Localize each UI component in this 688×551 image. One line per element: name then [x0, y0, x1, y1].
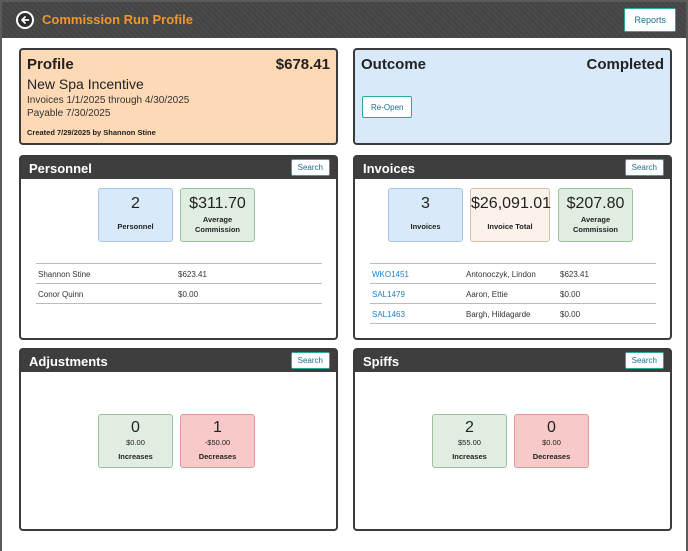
spiffs-card: Spiffs Search 2 $55.00 Increases 0 $0.00… [353, 348, 672, 531]
profile-card: Profile $678.41 New Spa Incentive Invoic… [19, 48, 338, 145]
invoices-average-value: $207.80 [566, 195, 625, 212]
spiffs-decreases-tile: 0 $0.00 Decreases [514, 414, 589, 468]
reports-button[interactable]: Reports [624, 8, 676, 32]
invoices-average-tile: $207.80 Average Commission [558, 188, 633, 242]
adjustments-increases-tile: 0 $0.00 Increases [98, 414, 173, 468]
profile-title: Profile [27, 56, 74, 73]
profile-invoices-range: Invoices 1/1/2025 through 4/30/2025 [27, 95, 190, 106]
spiffs-title: Spiffs [363, 354, 400, 369]
spiffs-increases-tile: 2 $55.00 Increases [432, 414, 507, 468]
profile-payable: Payable 7/30/2025 [27, 108, 111, 119]
invoice-id-link[interactable]: WKO1451 [372, 270, 409, 279]
adjustments-header: Adjustments Search [21, 350, 336, 372]
table-row[interactable]: Shannon Stine $623.41 [36, 264, 322, 284]
spiffs-header: Spiffs Search [355, 350, 670, 372]
back-arrow-icon[interactable] [16, 11, 34, 29]
spiffs-decreases-count: 0 [547, 419, 556, 436]
table-row[interactable]: Conor Quinn $0.00 [36, 284, 322, 304]
personnel-search-button[interactable]: Search [290, 159, 330, 176]
personnel-average-label: Average Commission [194, 215, 240, 234]
invoices-total-label: Invoice Total [487, 222, 533, 231]
invoices-total-tile: $26,091.01 Invoice Total [470, 188, 552, 242]
adjustments-search-button[interactable]: Search [290, 352, 330, 369]
personnel-count-label: Personnel [117, 222, 154, 231]
spiffs-increases-count: 2 [465, 419, 474, 436]
spiffs-decreases-label: Decreases [532, 452, 571, 461]
invoice-amount: $0.00 [560, 310, 581, 319]
personnel-average-value: $311.70 [189, 195, 246, 212]
spiffs-decreases-amount: $0.00 [542, 438, 561, 447]
profile-amount: $678.41 [275, 56, 330, 73]
personnel-average-tile: $311.70 Average Commission [180, 188, 255, 242]
spiffs-increases-amount: $55.00 [458, 438, 481, 447]
outcome-status: Completed [586, 56, 664, 73]
outcome-card: Outcome Completed Re-Open [353, 48, 672, 145]
adjustments-card: Adjustments Search 0 $0.00 Increases 1 -… [19, 348, 338, 531]
invoices-count-value: 3 [421, 195, 430, 212]
spiffs-search-button[interactable]: Search [624, 352, 664, 369]
invoice-customer: Aaron, Ettie [466, 290, 508, 299]
personnel-title: Personnel [29, 161, 92, 176]
personnel-name: Conor Quinn [38, 290, 84, 299]
invoices-card: Invoices Search 3 Invoices $26,091.01 In… [353, 155, 672, 340]
adjustments-decreases-amount: -$50.00 [204, 438, 231, 447]
invoice-id-link[interactable]: SAL1479 [372, 290, 405, 299]
adjustments-increases-label: Increases [118, 452, 153, 461]
reopen-button[interactable]: Re-Open [362, 96, 413, 118]
table-row[interactable]: WKO1451 Antonoczyk, Lindon $623.41 [370, 264, 656, 284]
adjustments-increases-count: 0 [131, 419, 140, 436]
adjustments-decreases-tile: 1 -$50.00 Decreases [180, 414, 255, 468]
invoices-header: Invoices Search [355, 157, 670, 179]
personnel-table: Shannon Stine $623.41 Conor Quinn $0.00 [36, 263, 322, 304]
spiffs-increases-label: Increases [452, 452, 487, 461]
outcome-title: Outcome [361, 56, 427, 73]
personnel-amount: $623.41 [178, 270, 207, 279]
invoices-count-tile: 3 Invoices [388, 188, 463, 242]
profile-name: New Spa Incentive [27, 76, 144, 92]
invoices-count-label: Invoices [410, 222, 441, 231]
personnel-name: Shannon Stine [38, 270, 91, 279]
invoice-amount: $623.41 [560, 270, 589, 279]
table-row[interactable]: SAL1479 Aaron, Ettie $0.00 [370, 284, 656, 304]
personnel-count-value: 2 [131, 195, 140, 212]
personnel-amount: $0.00 [178, 290, 199, 299]
invoice-customer: Antonoczyk, Lindon [466, 270, 536, 279]
invoices-table: WKO1451 Antonoczyk, Lindon $623.41 SAL14… [370, 263, 656, 324]
table-row[interactable]: SAL1463 Bargh, Hildagarde $0.00 [370, 304, 656, 324]
personnel-header: Personnel Search [21, 157, 336, 179]
personnel-count-tile: 2 Personnel [98, 188, 173, 242]
page-title: Commission Run Profile [42, 12, 193, 27]
invoices-title: Invoices [363, 161, 416, 176]
profile-created: Created 7/29/2025 by Shannon Stine [27, 128, 156, 137]
invoice-customer: Bargh, Hildagarde [466, 310, 531, 319]
top-bar: Commission Run Profile Reports [2, 2, 686, 38]
adjustments-increases-amount: $0.00 [126, 438, 145, 447]
invoice-id-link[interactable]: SAL1463 [372, 310, 405, 319]
invoices-average-label: Average Commission [572, 215, 618, 234]
adjustments-decreases-label: Decreases [198, 452, 237, 461]
adjustments-title: Adjustments [29, 354, 108, 369]
invoices-total-value: $26,091.01 [471, 195, 552, 212]
invoice-amount: $0.00 [560, 290, 581, 299]
adjustments-decreases-count: 1 [213, 419, 222, 436]
invoices-search-button[interactable]: Search [624, 159, 664, 176]
personnel-card: Personnel Search 2 Personnel $311.70 Ave… [19, 155, 338, 340]
